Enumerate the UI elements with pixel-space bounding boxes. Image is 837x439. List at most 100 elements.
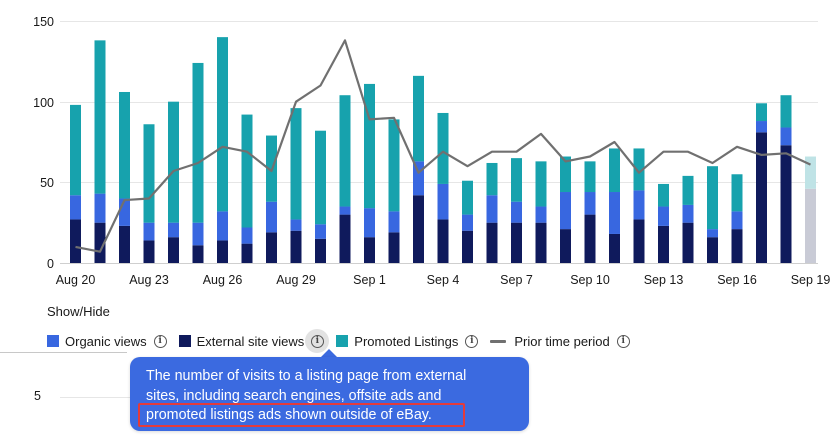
legend-external-site-views[interactable]: External site views i — [178, 329, 330, 353]
bar-segment — [609, 148, 620, 193]
bar-segment — [413, 75, 424, 162]
show-hide-label: Show/Hide — [47, 304, 110, 319]
bar-segment — [94, 222, 106, 263]
legend-label-promoted-listings: Promoted Listings — [354, 333, 459, 349]
bar-segment — [241, 114, 253, 228]
bar-segment — [217, 211, 228, 241]
bar-segment — [658, 206, 669, 226]
bar-segment — [168, 222, 179, 238]
prior-period-line-layer — [75, 39, 811, 253]
legend-organic-views[interactable]: Organic views i — [47, 334, 167, 349]
bar-segment — [315, 130, 326, 225]
bar-segment — [364, 208, 375, 238]
bar-segment — [143, 240, 155, 263]
bar-segment — [682, 175, 694, 205]
bar-segment — [535, 222, 547, 263]
legend-promoted-listings[interactable]: Promoted Listings i — [336, 333, 479, 349]
prior-time-period-line — [75, 39, 811, 253]
bar-segment — [388, 119, 400, 212]
bar-segment — [241, 243, 253, 263]
info-icon[interactable]: i — [153, 334, 167, 348]
legend-label-external-site-views: External site views — [196, 333, 305, 349]
bar-segment — [658, 225, 669, 263]
bar-segment — [560, 192, 571, 230]
bar-segment — [290, 108, 302, 220]
bar-segment — [682, 222, 694, 263]
bar-segment — [168, 101, 179, 223]
bar-segment — [707, 166, 718, 230]
bar-segment — [364, 83, 375, 209]
bar-segment — [584, 214, 596, 263]
bar-segment — [192, 222, 204, 246]
legend-label-organic-views: Organic views — [65, 333, 147, 349]
bar-segment — [707, 229, 718, 238]
bar-segment — [609, 192, 620, 234]
bar-segment — [780, 95, 792, 128]
bar-segment — [413, 161, 424, 196]
bar-segment — [633, 190, 645, 220]
bar-segment — [339, 95, 351, 207]
bar-segment — [339, 214, 351, 263]
legend: Organic views i External site views i Pr… — [47, 329, 642, 353]
bar-segment — [805, 188, 816, 263]
x-tick-label: Aug 29 — [276, 273, 316, 287]
info-icon[interactable]: i — [465, 334, 479, 348]
bar-segment — [462, 180, 473, 215]
bar-segment — [756, 103, 767, 122]
bar-segment — [70, 219, 81, 263]
bar-segment — [584, 192, 596, 215]
bar-segment — [511, 201, 522, 223]
y-tick-label: 100 — [33, 96, 54, 110]
bar-segment — [315, 224, 326, 239]
bar-segment — [658, 183, 669, 207]
legend-prior-time-period[interactable]: Prior time period i — [490, 334, 630, 349]
tooltip-highlight-box — [138, 403, 465, 427]
external-site-views-tooltip: The number of visits to a listing page f… — [130, 357, 529, 431]
y-axis-ticks: 0 50 100 150 — [33, 15, 54, 271]
bar-segment — [266, 232, 277, 263]
info-icon[interactable]: i — [616, 334, 630, 348]
bar-segment — [119, 198, 130, 226]
x-axis-ticks: Aug 20 Aug 23 Aug 26 Aug 29 Sep 1 Sep 4 Sep 7 S… — [56, 273, 831, 287]
info-icon[interactable]: i — [310, 334, 324, 348]
x-tick-label: Sep 1 — [353, 273, 386, 287]
bar-segment — [462, 214, 473, 231]
y-tick-label: 150 — [33, 15, 54, 29]
bar-segment — [535, 161, 547, 207]
x-tick-label: Sep 10 — [570, 273, 610, 287]
bar-segment — [462, 230, 473, 263]
bar-segment — [143, 222, 155, 241]
bar-segment — [266, 201, 277, 233]
bar-segment — [756, 121, 767, 133]
bar-segment — [290, 230, 302, 263]
prior-time-period-swatch — [490, 339, 507, 343]
bar-segment — [609, 233, 620, 263]
promoted-listings-swatch — [336, 335, 349, 347]
x-tick-label: Sep 13 — [644, 273, 684, 287]
x-tick-label: Sep 7 — [500, 273, 533, 287]
bar-segment — [756, 132, 767, 263]
bar-segment — [70, 104, 81, 196]
views-chart: 0 50 100 150 Aug 20 Aug 23 Aug 26 Aug 29 Sep 1 S… — [33, 15, 831, 287]
bar-segment — [192, 245, 204, 263]
bar-segment — [511, 158, 522, 202]
external-site-views-swatch — [178, 335, 191, 347]
x-tick-label: Aug 23 — [129, 273, 169, 287]
x-tick-label: Aug 20 — [56, 273, 96, 287]
bar-segment — [192, 62, 204, 223]
bar-segment — [560, 156, 571, 193]
lower-chart-gridline — [60, 397, 130, 398]
bar-segment — [119, 91, 130, 199]
bar-segment — [168, 237, 179, 263]
bar-segment — [388, 232, 400, 263]
tooltip-line-1: The number of visits to a listing page f… — [146, 368, 467, 384]
bar-segment — [633, 148, 645, 191]
bar-segment — [217, 240, 228, 263]
section-divider — [0, 352, 127, 353]
x-tick-label: Sep 4 — [427, 273, 460, 287]
bar-segment — [633, 219, 645, 263]
bar-segment — [437, 219, 449, 263]
bar-segment — [217, 37, 228, 212]
tooltip-line-2: sites, including search engines, offsite… — [146, 387, 442, 404]
bar-segment — [731, 174, 743, 212]
